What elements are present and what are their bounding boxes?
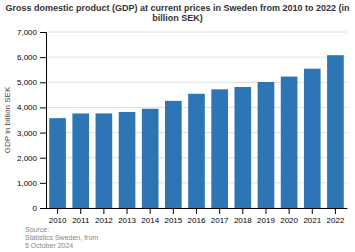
x-tick-label: 2016 [188, 216, 206, 225]
y-tick-mark [40, 107, 46, 108]
y-tick-mark [40, 133, 46, 134]
y-tick-mark [40, 32, 46, 33]
x-tick-label: 2018 [234, 216, 252, 225]
x-axis: 2010 2011 2012 2013 2014 2015 2016 2017 2018 2019… [47, 208, 348, 225]
y-tick-mark [40, 57, 46, 58]
x-tick-label: 2011 [72, 216, 90, 225]
bar [327, 55, 344, 208]
x-tick-label: 2012 [95, 216, 113, 225]
bar [281, 77, 298, 208]
x-tick-mark [196, 208, 197, 214]
x-tick-mark [80, 208, 81, 214]
x-tick-label: 2019 [257, 216, 275, 225]
bar [49, 118, 66, 208]
x-tick-mark [103, 208, 104, 214]
x-tick: 2010 [49, 208, 67, 225]
x-tick-label: 2020 [280, 216, 298, 225]
x-tick: 2019 [257, 208, 275, 225]
bar [142, 109, 159, 208]
x-tick-label: 2015 [164, 216, 182, 225]
x-tick-label: 2022 [327, 216, 345, 225]
x-tick-label: 2017 [211, 216, 229, 225]
x-tick-label: 2010 [49, 216, 67, 225]
y-tick-label: 5,000 [17, 78, 38, 87]
x-tick-label: 2014 [141, 216, 159, 225]
plot: 0 1,000 2,000 3,000 4,000 5,000 6,000 7,000 2010… [17, 28, 348, 225]
x-tick: 2013 [118, 208, 136, 225]
x-tick: 2015 [164, 208, 182, 225]
x-tick-mark [242, 208, 243, 214]
y-tick: 2,000 [17, 154, 46, 163]
y-tick: 5,000 [17, 78, 46, 87]
y-tick-mark [40, 208, 46, 209]
y-tick: 0 [33, 204, 46, 213]
x-tick: 2021 [303, 208, 321, 225]
y-tick: 3,000 [17, 129, 46, 138]
x-tick: 2012 [95, 208, 113, 225]
bar [165, 101, 182, 208]
bar [119, 112, 136, 208]
y-tick-label: 0 [33, 204, 38, 213]
bar [258, 82, 275, 208]
y-tick-mark [40, 183, 46, 184]
x-tick: 2018 [234, 208, 252, 225]
x-tick: 2022 [327, 208, 345, 225]
x-tick-mark [289, 208, 290, 214]
y-tick-label: 6,000 [17, 53, 38, 62]
y-tick: 1,000 [17, 179, 46, 188]
bar [188, 94, 205, 208]
x-tick-label: 2021 [303, 216, 321, 225]
y-axis-title: GDP in billion SEK [3, 86, 12, 153]
x-tick-mark [57, 208, 58, 214]
chart: Gross domestic product (GDP) at current … [0, 0, 355, 252]
x-tick: 2017 [211, 208, 229, 225]
y-tick-label: 4,000 [17, 103, 38, 112]
x-tick: 2020 [280, 208, 298, 225]
y-tick: 6,000 [17, 53, 46, 62]
x-tick: 2016 [188, 208, 206, 225]
y-axis-line [40, 33, 47, 209]
y-tick: 4,000 [17, 103, 46, 112]
x-tick-mark [265, 208, 266, 214]
x-tick-mark [127, 208, 128, 214]
bar [211, 89, 228, 208]
y-tick-label: 2,000 [17, 154, 38, 163]
y-tick: 7,000 [17, 28, 46, 37]
grid-line [46, 57, 347, 58]
bar [304, 69, 321, 208]
y-tick-label: 1,000 [17, 179, 38, 188]
y-tick-label: 3,000 [17, 129, 38, 138]
grid [46, 32, 347, 208]
x-tick: 2011 [72, 208, 90, 225]
x-tick-mark [312, 208, 313, 214]
x-tick-mark [173, 208, 174, 214]
grid-line [46, 32, 347, 33]
y-tick-mark [40, 158, 46, 159]
x-tick-label: 2013 [118, 216, 136, 225]
x-tick: 2014 [141, 208, 159, 225]
x-tick-mark [219, 208, 220, 214]
grid-line [46, 82, 347, 83]
x-tick-mark [150, 208, 151, 214]
bar [72, 113, 89, 208]
y-axis: 0 1,000 2,000 3,000 4,000 5,000 6,000 7,000 [17, 28, 47, 213]
title: Gross domestic product (GDP) at current … [5, 3, 349, 23]
bar [96, 113, 113, 208]
bars [49, 55, 344, 208]
source-note: Source:Statistics Sweden, from5 October … [25, 226, 98, 249]
x-tick-mark [335, 208, 336, 214]
y-tick-mark [40, 82, 46, 83]
bar [234, 87, 251, 208]
y-tick-label: 7,000 [17, 28, 38, 37]
